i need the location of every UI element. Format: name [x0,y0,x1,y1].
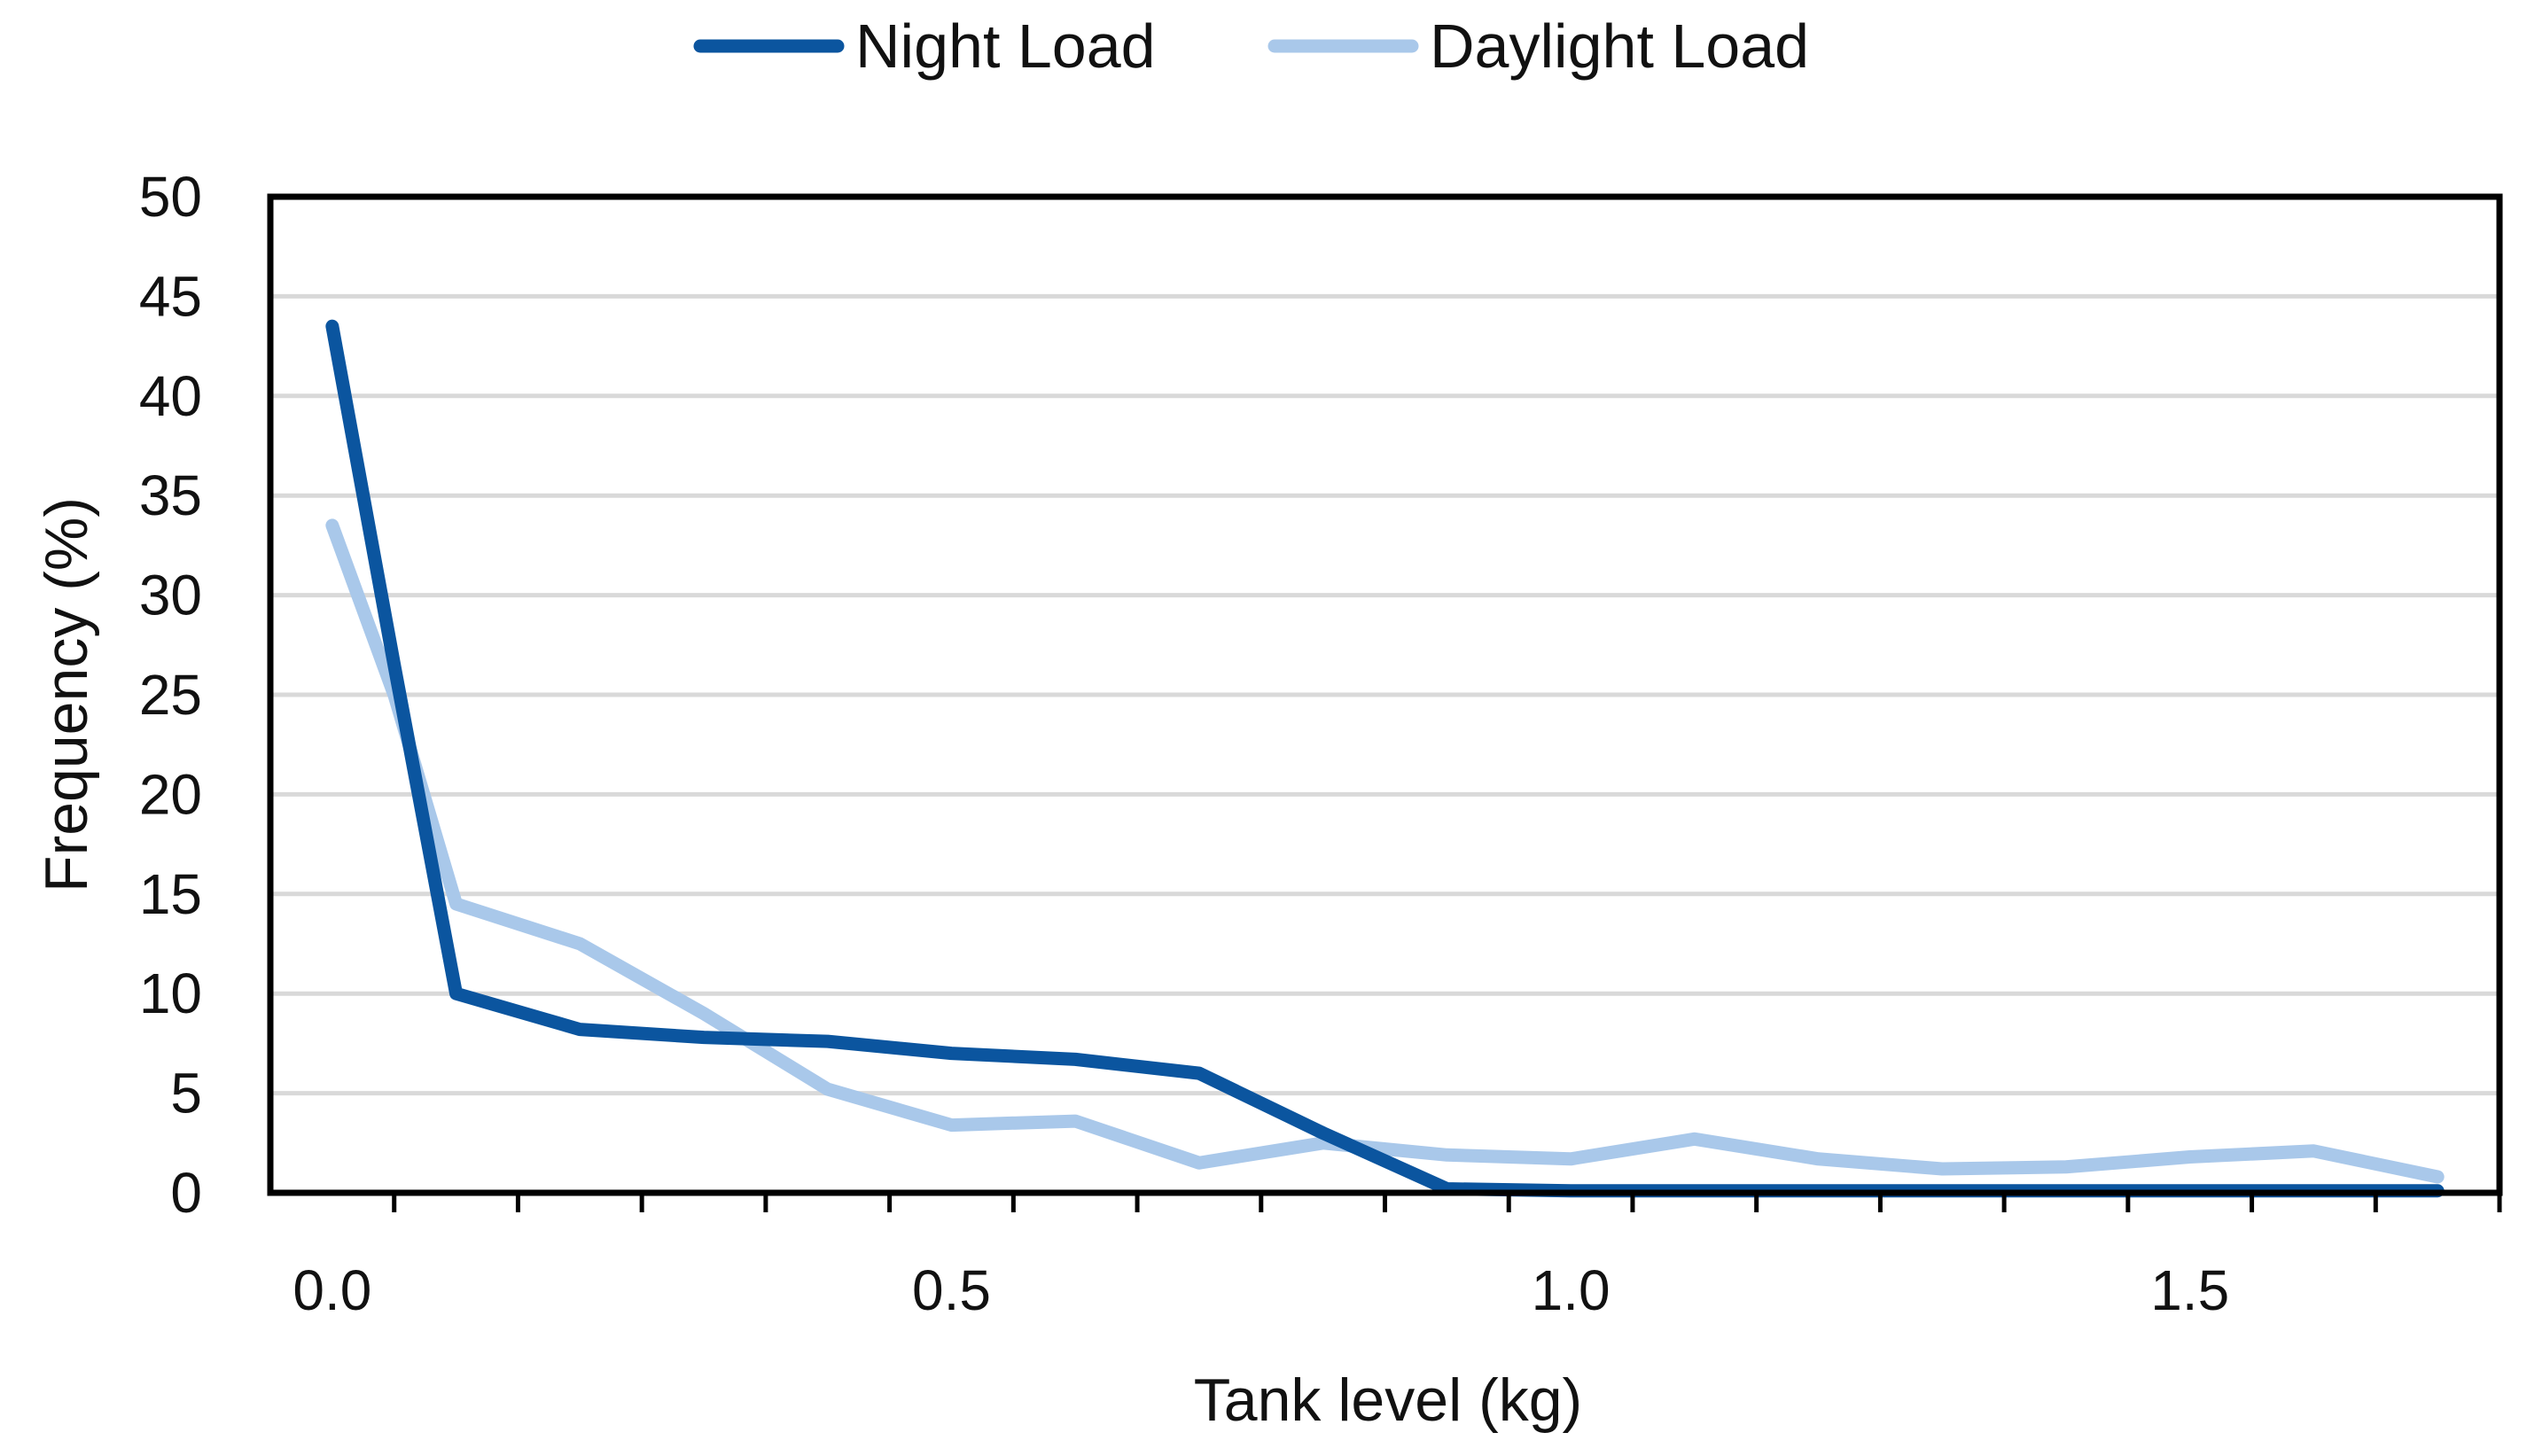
x-tick-label: 1.0 [1532,1258,1611,1322]
y-tick-label: 25 [139,663,202,727]
x-tick-label: 0.0 [292,1258,371,1322]
x-axis-ticks [392,1193,2502,1212]
gridlines [270,293,2500,1096]
y-tick-label: 10 [139,962,202,1025]
y-axis-title: Frequency (%) [33,497,100,892]
legend-label-night-load: Night Load [855,12,1156,81]
y-tick-label: 30 [139,564,202,627]
series-layer [325,319,2445,1198]
y-tick-label: 0 [170,1161,202,1225]
series-line-daylight-load [325,518,2445,1184]
y-tick-label: 45 [139,264,202,328]
y-axis-tick-labels: 0 5 10 15 20 25 30 35 40 45 50 [139,165,202,1225]
x-axis-tick-labels: 0.0 0.5 1.0 1.5 [292,1258,2229,1322]
y-tick-label: 35 [139,463,202,527]
legend: Night Load Daylight Load [693,12,1809,81]
x-axis-title: Tank level (kg) [1194,1366,1582,1434]
y-tick-label: 40 [139,364,202,428]
series-line-night-load [325,319,2445,1198]
y-tick-label: 15 [139,862,202,926]
y-tick-label: 50 [139,165,202,229]
legend-label-daylight-load: Daylight Load [1430,12,1809,81]
x-tick-label: 1.5 [2150,1258,2229,1322]
y-tick-label: 20 [139,762,202,826]
y-tick-label: 5 [170,1062,202,1125]
x-tick-label: 0.5 [912,1258,991,1322]
